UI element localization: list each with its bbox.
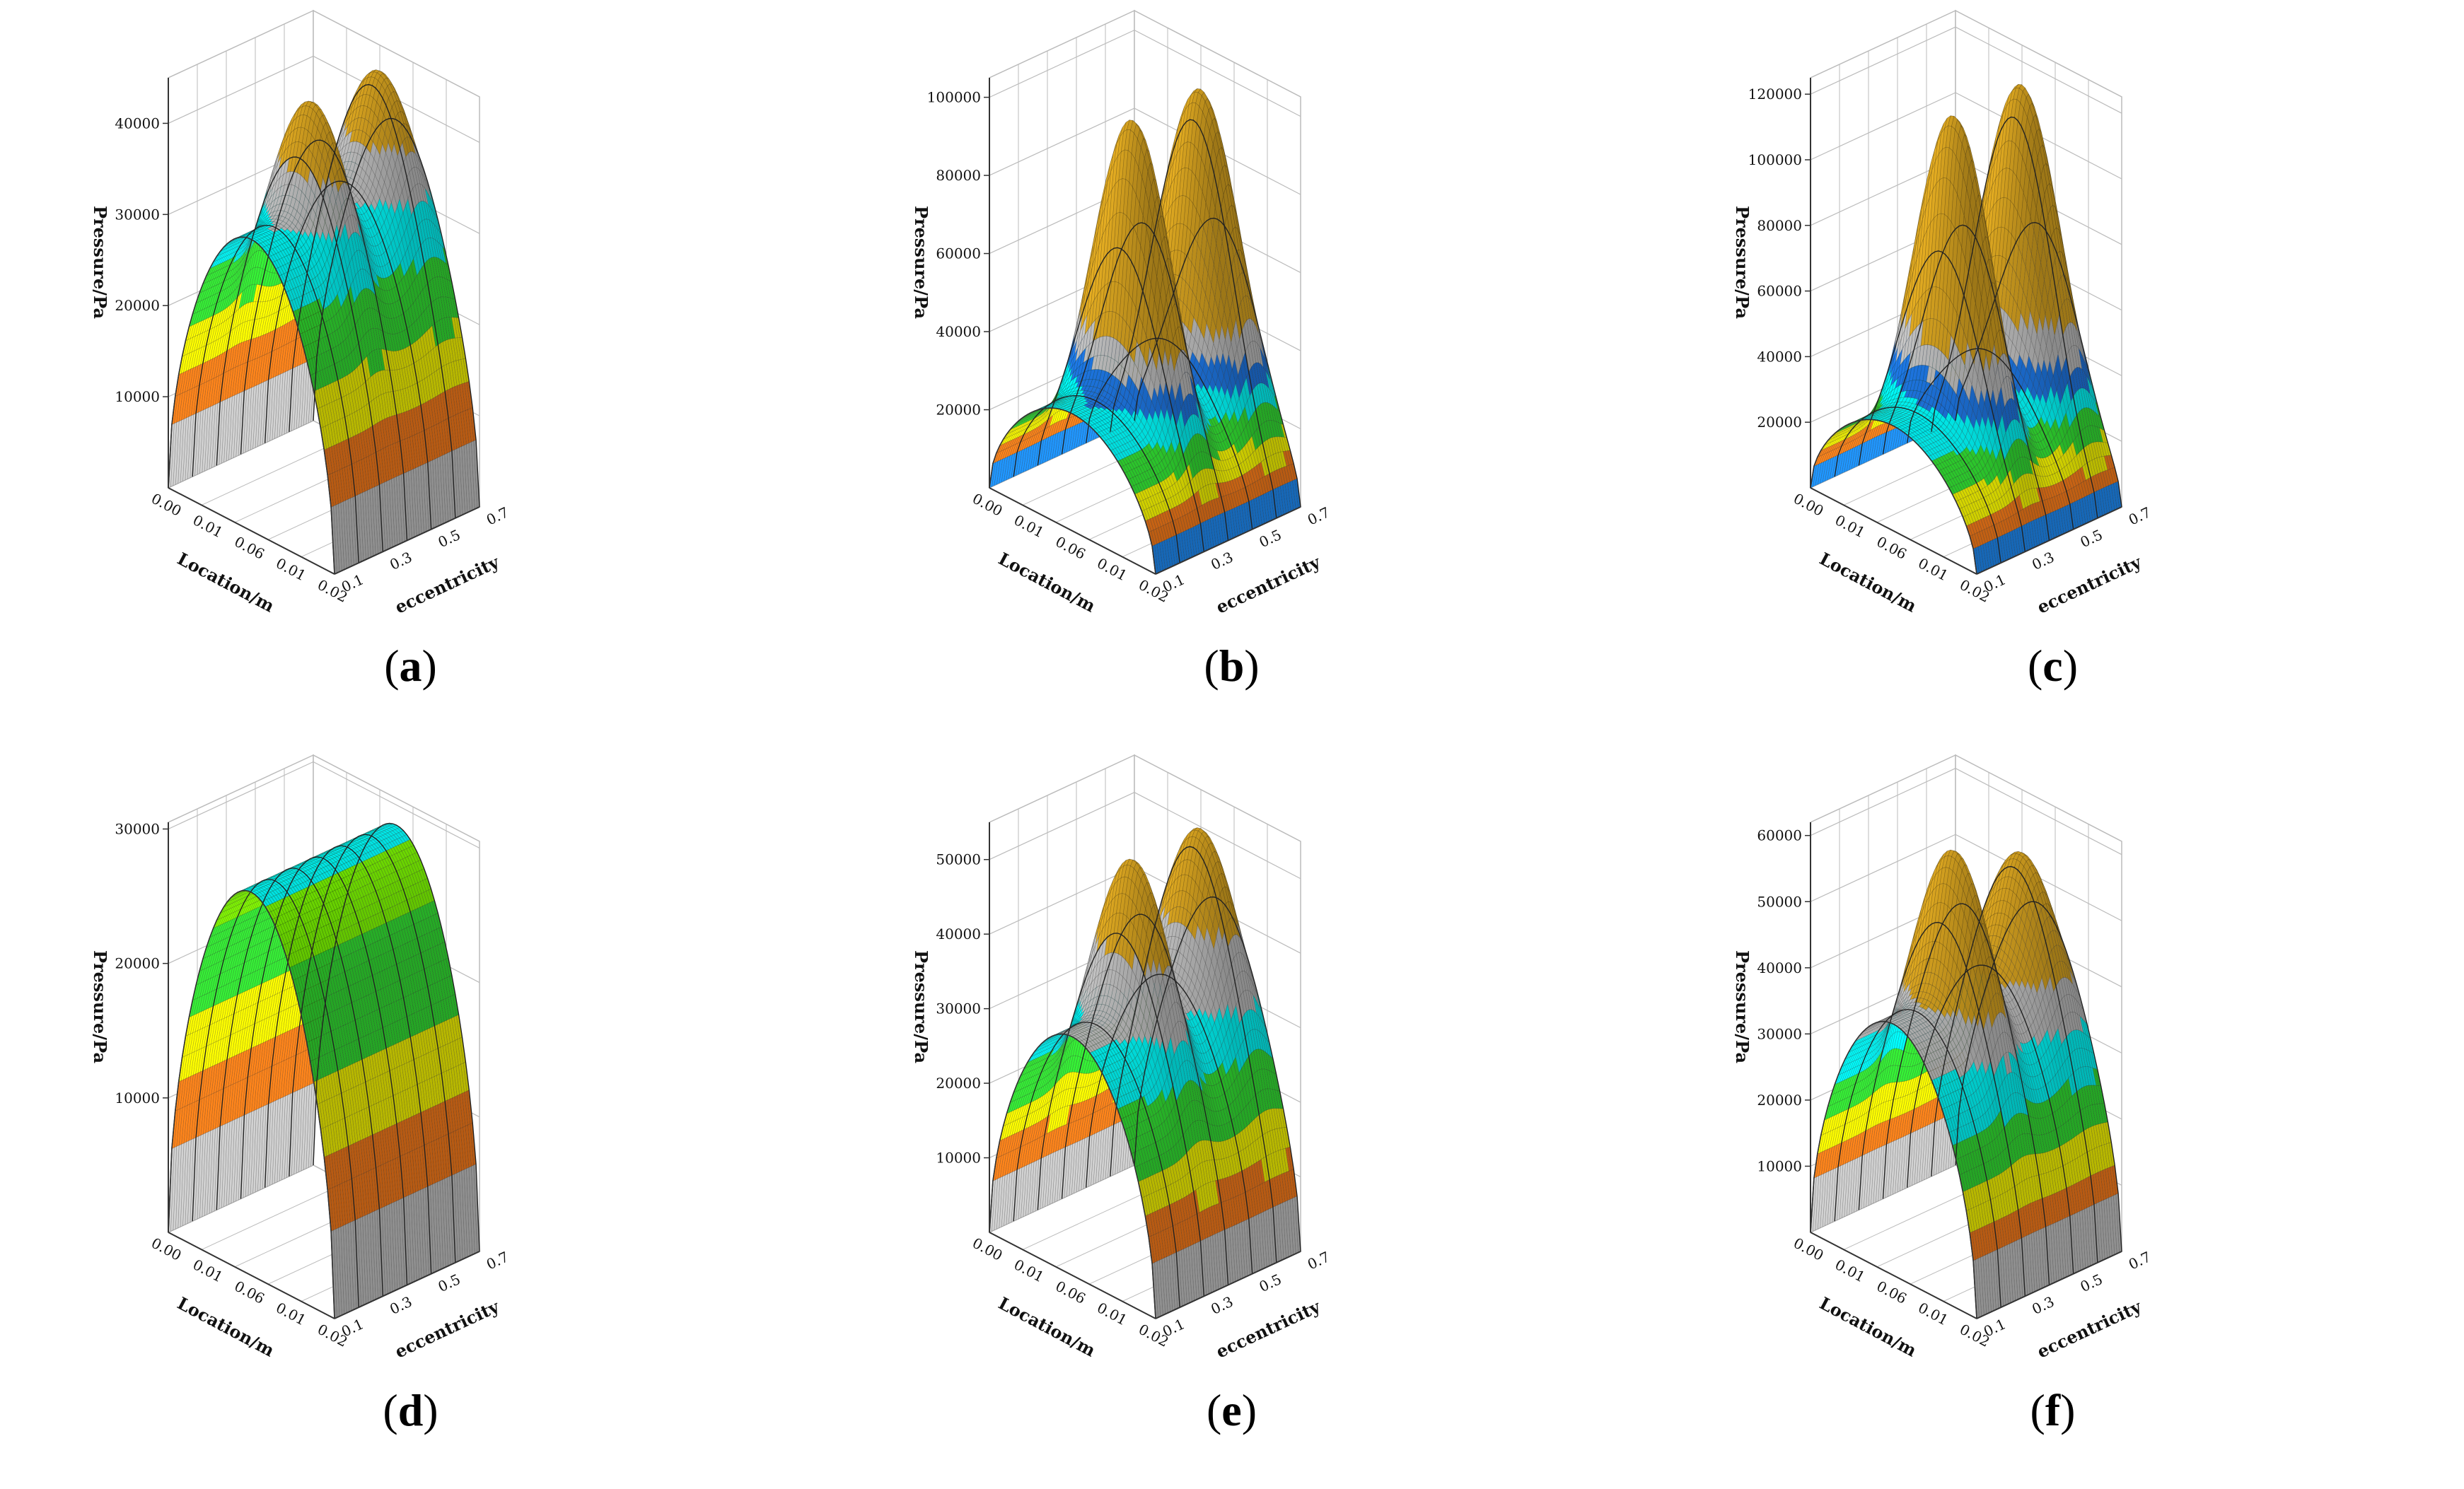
- floor-gridline: [201, 437, 347, 506]
- chart-svg-a: 100002000030000400000.000.010.060.010.02…: [90, 9, 511, 617]
- pressure-surface: [168, 69, 480, 575]
- z-tick-label: 10000: [115, 388, 160, 405]
- chart-svg-b: 200004000060000800001000000.000.010.060.…: [911, 9, 1332, 617]
- z-gridline: [989, 107, 1301, 195]
- chart-panel-a: 10000 20000 30000 40000 0.00 0.01 0.06 0.01 0.02…: [0, 0, 821, 744]
- z-tick-label: 30000: [115, 206, 160, 223]
- mesh-line: [313, 117, 480, 508]
- x-tick-label: 0.00: [149, 490, 185, 520]
- z-gridline: [989, 29, 1301, 117]
- z-tick-label: 40000: [115, 115, 160, 132]
- mesh-line: [264, 180, 432, 530]
- pressure-surface: [989, 88, 1301, 575]
- x-tick-label: 0.01: [190, 511, 226, 541]
- location-axis-title: Location/m: [174, 548, 278, 616]
- caption-letter-a: a: [399, 641, 422, 691]
- caption-a: (a): [384, 641, 437, 691]
- surface-front-edge: [168, 236, 335, 575]
- location-axis: [168, 487, 335, 575]
- e-tick-label: 0.3: [387, 549, 414, 573]
- e-tick-label: 0.7: [484, 503, 511, 528]
- mesh-line: [240, 139, 408, 541]
- z-tick-label: 20000: [115, 297, 160, 314]
- chart-panel-b: 20000 40000 60000 80000 100000 0.00 0.01 0.06 0.…: [821, 0, 1642, 744]
- pressure-axis-title: Pressure/Pa: [90, 206, 110, 319]
- x-tick-label: 0.06: [231, 533, 267, 563]
- mesh-line: [216, 156, 384, 552]
- mesh-line: [289, 83, 456, 518]
- eccentricity-axis: [334, 506, 480, 575]
- z-gridline: [168, 55, 480, 143]
- x-tick-label: 0.01: [273, 554, 309, 584]
- e-tick-label: 0.5: [436, 526, 463, 551]
